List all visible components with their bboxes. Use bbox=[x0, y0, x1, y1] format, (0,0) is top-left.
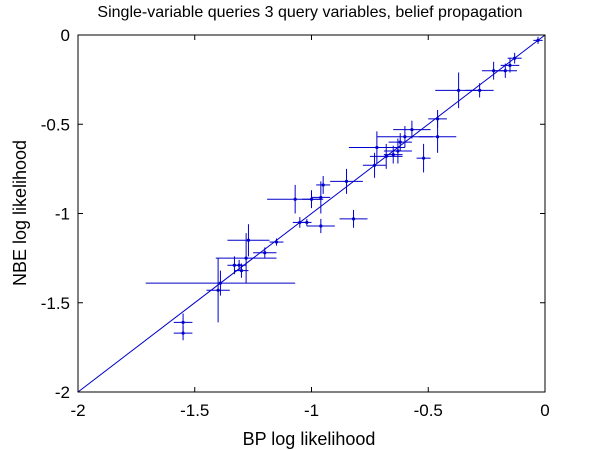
point-marker bbox=[391, 152, 395, 157]
point-marker bbox=[375, 145, 379, 150]
data-point bbox=[292, 217, 307, 228]
point-marker bbox=[513, 56, 517, 60]
data-point bbox=[383, 138, 412, 164]
data-point bbox=[369, 143, 403, 169]
point-marker bbox=[384, 154, 388, 158]
data-point bbox=[481, 61, 506, 80]
data-point bbox=[393, 120, 431, 139]
data-point bbox=[227, 256, 242, 275]
data-point bbox=[173, 325, 193, 341]
point-marker bbox=[232, 263, 237, 267]
data-point bbox=[435, 72, 482, 109]
data-point bbox=[227, 224, 270, 257]
x-tick-label: -2 bbox=[70, 401, 85, 420]
data-point bbox=[362, 152, 387, 178]
data-point bbox=[383, 145, 403, 164]
data-point bbox=[388, 133, 412, 152]
point-marker bbox=[372, 163, 377, 167]
data-points bbox=[145, 36, 543, 341]
x-tick-label: -0.5 bbox=[414, 401, 443, 420]
point-marker bbox=[246, 238, 251, 242]
data-point bbox=[311, 181, 331, 214]
y-tick-label: -2 bbox=[55, 383, 70, 402]
point-marker bbox=[398, 140, 402, 144]
x-tick-label: -1 bbox=[304, 401, 319, 420]
x-tick-label: 0 bbox=[540, 401, 549, 420]
data-point bbox=[533, 36, 543, 44]
y-tick-label: -1.5 bbox=[41, 294, 70, 313]
data-point bbox=[253, 247, 277, 259]
data-point bbox=[500, 58, 520, 73]
y-tick-label: -0.5 bbox=[41, 115, 70, 134]
data-point bbox=[416, 143, 431, 173]
point-marker bbox=[351, 217, 356, 221]
chart-title: Single-variable queries 3 query variable… bbox=[97, 4, 522, 21]
point-marker bbox=[421, 156, 426, 160]
point-marker bbox=[492, 69, 496, 73]
plot-area: -2 -1.5 -1 -0.5 0 -2 -1.5 -1 -0.5 0 bbox=[41, 26, 550, 420]
data-point bbox=[376, 126, 433, 148]
point-marker bbox=[293, 197, 297, 201]
data-point bbox=[206, 258, 230, 323]
data-point bbox=[269, 238, 284, 246]
data-point bbox=[306, 218, 335, 234]
point-marker bbox=[508, 63, 512, 67]
point-marker bbox=[396, 149, 400, 153]
x-tick-label: -1.5 bbox=[180, 401, 209, 420]
point-marker bbox=[319, 195, 323, 200]
point-marker bbox=[536, 38, 540, 42]
point-marker bbox=[263, 251, 267, 255]
point-marker bbox=[244, 256, 248, 260]
data-point bbox=[145, 270, 296, 296]
y-tick-label: -1 bbox=[55, 205, 70, 224]
data-point bbox=[339, 209, 368, 228]
point-marker bbox=[321, 183, 325, 187]
point-marker bbox=[319, 224, 323, 228]
axis-ticks: -2 -1.5 -1 -0.5 0 -2 -1.5 -1 -0.5 0 bbox=[41, 26, 550, 420]
point-marker bbox=[216, 288, 220, 292]
data-point bbox=[348, 131, 405, 164]
point-marker bbox=[435, 135, 440, 139]
point-marker bbox=[435, 117, 440, 121]
data-point bbox=[330, 168, 363, 194]
point-marker bbox=[274, 240, 279, 244]
point-marker bbox=[403, 135, 407, 139]
point-marker bbox=[181, 331, 185, 335]
point-marker bbox=[298, 220, 302, 225]
point-marker bbox=[239, 269, 244, 273]
data-point bbox=[234, 263, 249, 278]
point-marker bbox=[344, 179, 349, 183]
point-marker bbox=[457, 88, 461, 92]
data-point bbox=[215, 233, 277, 284]
y-tick-label: 0 bbox=[61, 26, 70, 45]
data-point bbox=[316, 176, 331, 194]
data-point bbox=[267, 184, 324, 214]
point-marker bbox=[218, 281, 223, 285]
point-marker bbox=[181, 320, 185, 324]
point-marker bbox=[410, 128, 414, 132]
x-axis-label: BP log likelihood bbox=[243, 429, 376, 449]
y-axis-label: NBE log likelihood bbox=[10, 140, 30, 286]
reference-diagonal-line bbox=[77, 34, 546, 393]
